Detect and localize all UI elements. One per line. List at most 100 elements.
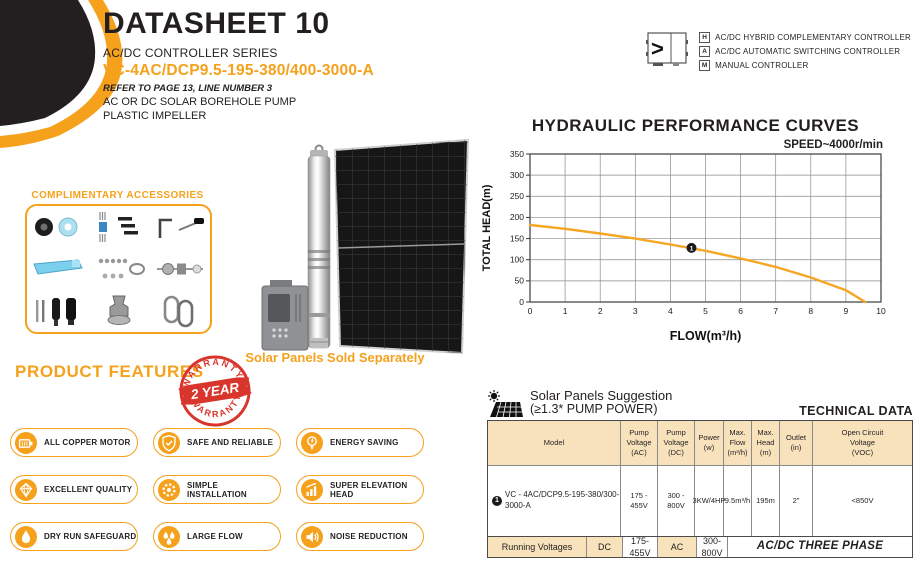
svg-text:>: > [651,36,664,61]
technical-data-title: TECHNICAL DATA [799,404,913,418]
feature-label: SUPER ELEVATION HEAD [330,480,408,499]
svg-text:5: 5 [703,306,708,316]
accessories-box [25,204,212,334]
controller-legend-label: AC/DC HYBRID COMPLEMENTARY CONTROLLER [715,33,911,42]
product-description-2: PLASTIC IMPELLER [103,109,207,122]
motor-icon [15,431,37,454]
screw-set-icon [91,208,147,246]
product-features-title: PRODUCT FEATURES [15,362,204,381]
svg-text:100: 100 [510,255,524,265]
hex-key-screwdriver-icon [152,208,208,246]
features-grid: ALL COPPER MOTOR SAFE AND RELIABLE ENERGY … [10,428,430,551]
feature-pill-large-flow: LARGE FLOW [153,522,281,551]
table-header-cell: Max. Flow (m³/h) [724,421,752,465]
svg-text:8: 8 [808,306,813,316]
solar-panel-icon [488,390,523,418]
feature-pill-safe-and-reliable: SAFE AND RELIABLE [153,428,281,457]
tape-rolls-icon [30,208,86,246]
x-axis-label: FLOW(m³/h) [670,329,742,343]
product-description-1: AC OR DC SOLAR BOREHOLE PUMP [103,95,297,108]
feature-pill-energy-saving: ENERGY SAVING [296,428,424,457]
table-header-cell: Open Circuit Voltage (VOC) [841,427,884,458]
suggestion-line-2: (≥1.3* PUMP POWER) [530,402,658,417]
feature-label: SIMPLE INSTALLATION [187,480,247,499]
h-code-box: H [699,32,711,43]
dc-label: DC [587,537,623,557]
controller-legend: > H AC/DC HYBRID COMPLEMENTARY CONTROLLER… [645,26,911,72]
technical-data-table: Model Pump Voltage (AC) Pump Voltage (DC) P… [487,420,913,558]
controller-legend-label: MANUAL CONTROLLER [715,61,809,70]
header-block: DATASHEET 10 AC/DC CONTROLLER SERIES VC-… [103,8,483,122]
svg-text:10: 10 [876,306,886,316]
chart-speed-label: SPEED~4000r/min [783,139,883,151]
page-title: DATASHEET 10 [103,7,330,40]
suggestion-line-1: Solar Panels Suggestion [530,388,673,403]
feature-label: ENERGY SAVING [330,438,399,447]
bulb-icon [301,431,323,454]
mc4-connectors-icon [30,292,86,330]
svg-text:250: 250 [510,191,524,201]
shaft-assembly-icon [152,250,208,288]
series-subtitle: AC/DC CONTROLLER SERIES [103,45,278,60]
feature-pill-dry-run-safeguard: DRY RUN SAFEGUARD [10,522,138,551]
svg-text:9: 9 [844,306,849,316]
model-cell: 1 VC - 4AC/DCP9.5-195-380/300-3000-A [488,466,621,536]
feature-label: ALL COPPER MOTOR [44,438,131,447]
svg-text:1: 1 [563,306,568,316]
refer-note: REFER TO PAGE 13, LINE NUMBER 3 [103,82,273,94]
svg-text:1: 1 [690,245,694,252]
chart-title: HYDRAULIC PERFORMANCE CURVES [531,116,860,135]
controller-legend-item: H AC/DC HYBRID COMPLEMENTARY CONTROLLER [699,32,911,43]
corner-decoration [0,0,123,148]
table-header-cell: Outlet (in) [780,421,813,465]
table-header-cell: Power (w) [695,421,724,465]
model-value: VC - 4AC/DCP9.5-195-380/300-3000-A [505,490,620,510]
borehole-pump-image [307,144,331,349]
svg-text:300: 300 [510,170,524,180]
splice-strip-icon [30,250,86,288]
diamond-icon [15,478,37,501]
pump-curve [528,223,867,304]
feature-pill-all-copper-motor: ALL COPPER MOTOR [10,428,138,457]
solar-suggestion-text: Solar Panels Suggestion (≥1.3* PUMP POWE… [530,388,673,417]
table-data-cell: <850V [851,495,874,505]
table-footer-row: Running Voltages DC 175-455V AC 300-800V AC/D… [488,536,912,558]
table-data-row: 1 VC - 4AC/DCP9.5-195-380/300-3000-A 175 -… [488,466,912,536]
svg-text:4: 4 [668,306,673,316]
table-header-cell: Max. Head (m) [752,421,780,465]
feature-pill-super-elevation-head: SUPER ELEVATION HEAD [296,475,424,504]
table-data-cell: 9.5m³/h [724,466,752,536]
svg-text:50: 50 [515,276,525,286]
panels-sold-separately-caption: Solar Panels Sold Separately [245,350,425,365]
feature-pill-noise-reduction: NOISE REDUCTION [296,522,424,551]
table-header-cell: Model [488,421,621,465]
running-voltages-label: Running Voltages [488,537,587,557]
ac-label: AC [658,537,697,557]
feature-label: NOISE REDUCTION [330,532,408,541]
solar-panel-image [333,138,470,355]
svg-text:3: 3 [633,306,638,316]
controller-legend-label: AC/DC AUTOMATIC SWITCHING CONTROLLER [715,47,901,56]
table-header-cell: Pump Voltage (AC) [621,421,658,465]
performance-curve-plot: 0 1 2 3 4 5 6 7 8 9 100501001502002503003501TOTAL … [481,151,886,343]
shield-check-icon [158,431,180,454]
accessories-title: COMPLIMENTARY ACCESSORIES [31,190,204,201]
svg-text:6: 6 [738,306,743,316]
table-data-cell: 175 - 455V [621,466,658,536]
feature-label: DRY RUN SAFEGUARD [44,532,137,541]
svg-text:0: 0 [528,306,533,316]
pump-controller-image [261,280,309,351]
svg-text:350: 350 [510,151,524,159]
feature-label: LARGE FLOW [187,532,243,541]
svg-text:2: 2 [598,306,603,316]
controller-legend-item: M MANUAL CONTROLLER [699,60,911,71]
y-axis-label: TOTAL HEAD(m) [481,184,493,271]
model-number: VC-4AC/DCP9.5-195-380/400-3000-A [103,61,374,79]
warranty-stamp: WARRANTY WARRANTY 2 YEAR [171,348,260,433]
table-header-row: Model Pump Voltage (AC) Pump Voltage (DC) P… [488,421,912,466]
ac-voltage-range: 300-800V [697,536,728,558]
table-data-cell: 3KW/4HP [693,466,725,536]
hydraulic-chart-block: HYDRAULIC PERFORMANCE CURVES SPEED~4000r… [478,116,913,351]
